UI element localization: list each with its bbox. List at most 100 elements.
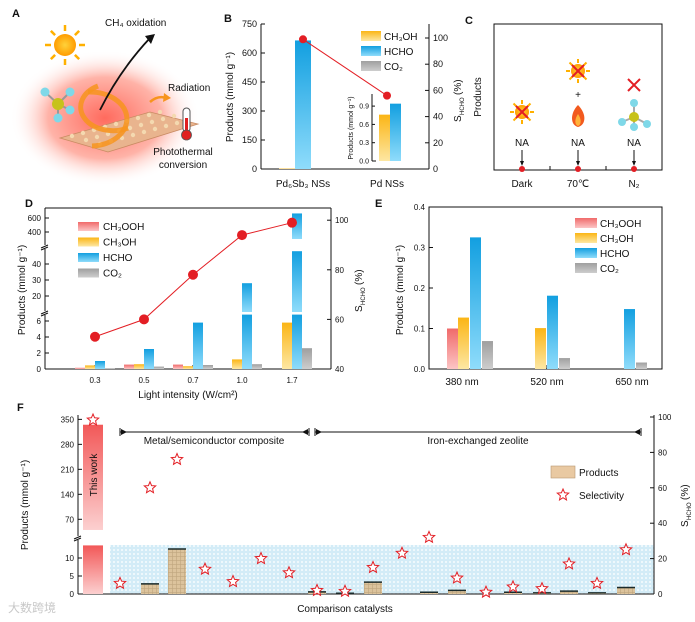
x-axis-label: Comparison catalysts <box>297 604 393 615</box>
na-label: NA <box>571 138 585 149</box>
bar-CH₃OH <box>535 328 546 369</box>
y2-tick-label: 80 <box>433 59 443 69</box>
selectivity-line <box>302 38 388 97</box>
y2-tick-label: 40 <box>335 365 344 374</box>
panel-label: E <box>375 198 382 210</box>
axis-break-mark <box>73 537 82 542</box>
sun-ray <box>526 102 532 108</box>
inset-chart: 0.0 0.3 0.6 0.9 Products (mmol g⁻¹) <box>348 94 401 166</box>
bar <box>85 365 95 369</box>
sun-ray <box>568 61 574 67</box>
axis-break-gap <box>41 311 49 315</box>
hydrogen-atom <box>53 113 63 123</box>
y-tick-label: 0 <box>37 365 42 374</box>
legend-label: CO₂ <box>384 62 403 73</box>
panel-label: A <box>12 8 20 20</box>
radiation-arrow-head <box>163 93 171 102</box>
na-arrow-head <box>576 161 580 166</box>
product-bar <box>168 549 186 594</box>
y-tick-label: 10 <box>65 554 74 563</box>
legend-swatch <box>78 253 99 262</box>
axis-break-mark <box>40 246 49 251</box>
y-tick-label: 20 <box>32 292 41 301</box>
radiation-label: Radiation <box>168 83 210 94</box>
plus-sign: + <box>575 90 581 101</box>
selectivity-star <box>86 412 100 426</box>
selectivity-star <box>143 480 157 494</box>
catalyst-atom <box>130 132 136 138</box>
x-tick-label: N₂ <box>628 179 639 190</box>
y2-label-unit: (%) <box>453 79 464 95</box>
bar <box>242 314 252 369</box>
catalyst-slab <box>58 111 200 153</box>
bar <box>154 366 164 369</box>
panel-c-chart: Products Dark NA 70℃ NA N₂ NA + <box>473 23 663 190</box>
bar-CO₂ <box>482 341 493 369</box>
y-tick-label: 0.1 <box>414 325 426 334</box>
cycle-arrow-icon <box>78 83 129 134</box>
selectivity-star <box>395 546 409 560</box>
selectivity-star <box>450 570 464 584</box>
thermometer-icon <box>181 107 192 141</box>
flame-core <box>575 114 581 126</box>
bar-CO₂ <box>559 358 570 369</box>
catalyst-atom <box>160 116 166 122</box>
y2-tick-label: 40 <box>658 519 667 528</box>
legend-label: CH₃OH <box>384 32 418 43</box>
sun-ray <box>582 61 588 67</box>
sun-crossed-icon <box>510 100 534 124</box>
selectivity-star <box>254 551 268 565</box>
y-tick-label: 450 <box>242 77 257 87</box>
y-tick-label: 4 <box>37 333 42 342</box>
x-tick-label: 0.3 <box>89 376 101 385</box>
legend-label: CH₃OOH <box>600 219 641 230</box>
product-bar <box>364 582 382 594</box>
legend-swatch <box>361 46 381 56</box>
catalyst-atom <box>138 122 144 128</box>
x-tick-label: 70℃ <box>567 179 589 190</box>
panel-label: B <box>224 13 232 25</box>
y-tick-label: 600 <box>242 48 257 58</box>
catalyst-atom <box>171 113 177 119</box>
sun-ray <box>49 54 56 61</box>
product-bar <box>617 587 635 594</box>
bar <box>95 361 105 369</box>
sun-ray <box>49 29 56 36</box>
y2-label-subscript: HCHO <box>361 287 367 305</box>
y-tick-label: 280 <box>61 440 75 449</box>
catalyst-atom <box>149 119 155 125</box>
legend-label: CO₂ <box>600 264 619 275</box>
this-work-label: This work <box>89 453 100 497</box>
catalyst-atom <box>94 134 100 140</box>
thermometer-bulb <box>181 129 192 141</box>
arrow-head-icon <box>634 429 640 435</box>
product-bar <box>448 590 466 594</box>
group-label: Metal/semiconductor composite <box>144 436 285 447</box>
bar-HCHO <box>624 309 635 369</box>
selectivity-point <box>90 331 100 342</box>
bar <box>124 364 134 369</box>
bar <box>292 251 302 312</box>
catalyst-atom <box>141 129 147 135</box>
catalyst-atom <box>69 133 75 139</box>
carbon-atom <box>52 98 64 110</box>
bar <box>173 364 183 369</box>
y-axis-label: Products <box>473 77 484 116</box>
selectivity-star <box>198 561 212 576</box>
inset-y-axis-label: Products (mmol g⁻¹) <box>348 96 355 159</box>
hydrogen-atom <box>40 87 50 97</box>
bar <box>193 322 203 369</box>
legend-swatch <box>361 31 381 41</box>
selectivity-star <box>226 574 240 588</box>
na-arrow-head <box>632 161 636 166</box>
panel-label: D <box>25 198 33 210</box>
y-tick-label: 0.4 <box>414 203 426 212</box>
panel-b-chart: 0 150 300 450 600 750 0 20 40 60 80 100 Products (mm… <box>225 19 466 190</box>
catalyst-atom <box>83 137 89 143</box>
y-tick-label: 300 <box>242 106 257 116</box>
axis-break-mark <box>40 244 49 249</box>
cross-line <box>515 105 529 119</box>
selectivity-star <box>506 579 520 593</box>
